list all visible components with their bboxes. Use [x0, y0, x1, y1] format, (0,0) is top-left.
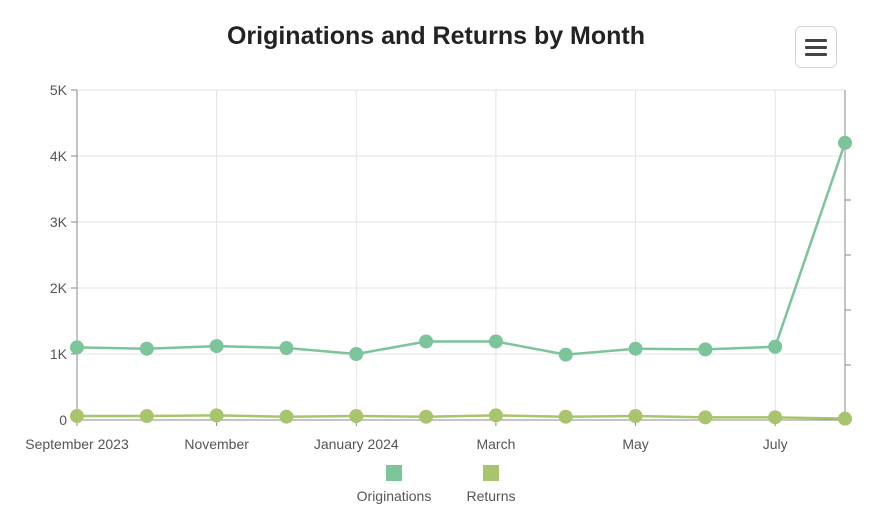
y-tick-label: 1K: [50, 346, 68, 362]
x-tick-label: November: [184, 436, 249, 452]
data-point-returns: [488, 408, 503, 423]
data-point-originations: [349, 347, 364, 361]
hamburger-menu-icon: [805, 38, 827, 42]
data-point-returns: [279, 409, 294, 424]
x-tick-label: May: [622, 436, 648, 452]
data-point-returns: [768, 410, 783, 425]
data-point-originations: [558, 347, 573, 362]
y-tick-label: 4K: [50, 148, 68, 164]
x-tick-label: September 2023: [25, 436, 129, 452]
data-point-originations: [419, 334, 434, 349]
data-point-originations: [628, 341, 643, 356]
data-point-originations: [698, 342, 713, 357]
data-point-originations: [70, 340, 84, 355]
legend-swatch-returns: [483, 465, 499, 481]
data-point-returns: [349, 409, 364, 424]
data-point-originations: [488, 334, 503, 349]
data-point-returns: [70, 409, 84, 424]
y-tick-label: 0: [59, 412, 67, 428]
chart-menu-button[interactable]: [795, 26, 837, 68]
data-point-originations: [768, 339, 783, 354]
data-point-originations: [279, 341, 294, 356]
y-tick-label: 5K: [50, 82, 68, 98]
data-point-originations: [838, 135, 852, 150]
data-point-returns: [209, 408, 224, 423]
series-line-originations: [76, 142, 847, 356]
legend-label-returns: Returns: [466, 488, 515, 504]
y-tick-label: 2K: [50, 280, 68, 296]
data-point-returns: [558, 409, 573, 424]
data-point-returns: [419, 409, 434, 424]
data-point-returns: [698, 410, 713, 425]
data-point-originations: [139, 341, 154, 356]
x-tick-label: January 2024: [314, 436, 399, 452]
x-tick-label: March: [476, 436, 515, 452]
data-point-returns: [838, 411, 852, 426]
x-tick-label: July: [763, 436, 788, 452]
y-tick-label: 3K: [50, 214, 68, 230]
data-point-originations: [209, 339, 224, 354]
data-point-returns: [139, 409, 154, 424]
chart-title: Originations and Returns by Month: [226, 22, 646, 50]
data-point-returns: [628, 409, 643, 424]
series-line-returns: [77, 414, 846, 420]
legend-label-originations: Originations: [357, 488, 432, 504]
legend-swatch-originations: [386, 465, 402, 481]
